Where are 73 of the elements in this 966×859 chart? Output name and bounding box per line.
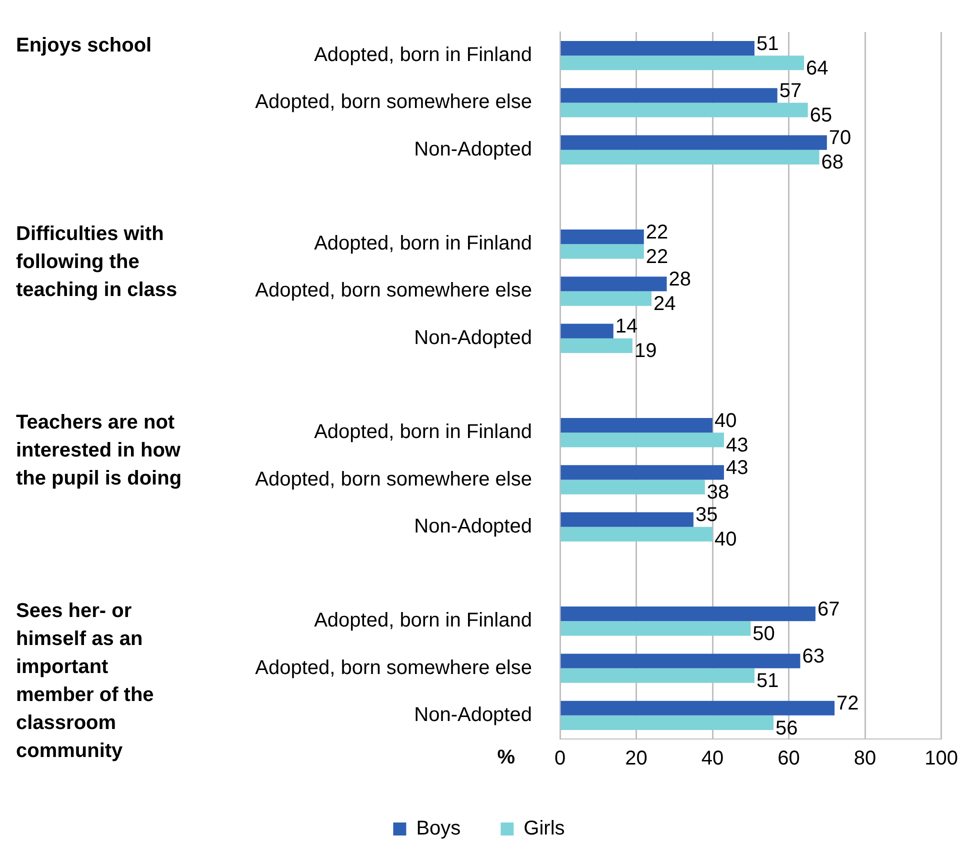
legend-label: Boys (416, 818, 461, 840)
x-tick-label: 20 (625, 748, 648, 770)
x-tick-label: 60 (778, 748, 800, 770)
x-tick-label: 80 (854, 748, 876, 770)
data-label: 35 (695, 504, 718, 526)
data-label: 40 (714, 528, 737, 551)
bar (560, 526, 713, 542)
bar (560, 135, 827, 150)
data-label: 64 (806, 57, 828, 80)
x-tick-label: 100 (924, 748, 958, 770)
bar (560, 338, 632, 353)
bar (560, 324, 614, 338)
data-label: 65 (810, 104, 832, 127)
bar (560, 291, 652, 306)
bar (560, 432, 724, 448)
bar (560, 668, 754, 683)
text: Sees her- or himself as an important member of the classroom community (16, 600, 154, 762)
data-label: 57 (779, 80, 802, 102)
y-tick-label: Adopted, born in Finland (314, 610, 532, 632)
text: Teachers are not interested in how the pupil is doing (16, 412, 182, 490)
legend-label: Girls (524, 818, 565, 840)
bar (560, 276, 667, 292)
data-label: 38 (706, 482, 730, 504)
y-tick-label: Adopted, born somewhere else (255, 468, 532, 490)
bar (560, 56, 804, 70)
data-label: 28 (668, 268, 692, 290)
bar (560, 465, 724, 480)
bar (560, 512, 694, 527)
bar (560, 244, 644, 259)
y-tick-label: Adopted, born somewhere else (255, 280, 532, 302)
data-label: 24 (654, 293, 676, 316)
data-label: 51 (756, 670, 779, 692)
bar (560, 150, 820, 164)
y-tick-label: Non-Adopted (414, 326, 532, 349)
data-label: 70 (828, 127, 852, 150)
y-tick-label: Non-Adopted (414, 138, 532, 160)
data-label: 19 (634, 340, 657, 362)
data-label: 63 (802, 646, 824, 668)
x-tick-label: 0 (554, 748, 566, 770)
text: Difficulties with following the teaching in class (16, 223, 178, 302)
x-axis-title: % (497, 746, 516, 769)
y-tick-label: Adopted, born somewhere else (255, 656, 532, 679)
bar (560, 418, 713, 433)
data-label: 22 (646, 221, 668, 244)
x-tick-label: 40 (701, 748, 724, 770)
bar (560, 480, 705, 494)
bar (560, 102, 808, 118)
text: Enjoys school (16, 34, 152, 57)
bar (560, 88, 778, 103)
bar (560, 700, 835, 716)
data-label: 22 (646, 246, 668, 268)
bar (560, 229, 644, 244)
y-tick-label: Adopted, born in Finland (314, 421, 532, 444)
data-label: 43 (726, 456, 748, 479)
data-label: 51 (756, 32, 779, 55)
bar (560, 715, 774, 730)
bar (560, 654, 800, 668)
bar (560, 40, 754, 56)
y-tick-label: Adopted, born in Finland (314, 232, 532, 255)
y-tick-label: Adopted, born somewhere else (255, 91, 532, 114)
y-tick-label: Non-Adopted (414, 515, 532, 538)
bar (560, 621, 751, 636)
data-label: 40 (714, 410, 737, 432)
data-label: 67 (817, 598, 840, 620)
data-label: 14 (615, 316, 638, 338)
data-label: 56 (776, 717, 798, 740)
bar (560, 606, 816, 622)
y-tick-label: Adopted, born in Finland (314, 44, 532, 66)
data-label: 50 (752, 622, 775, 645)
y-tick-label: Non-Adopted (414, 704, 532, 726)
data-label: 43 (726, 434, 748, 456)
data-label: 68 (821, 152, 844, 174)
data-label: 72 (836, 692, 859, 715)
